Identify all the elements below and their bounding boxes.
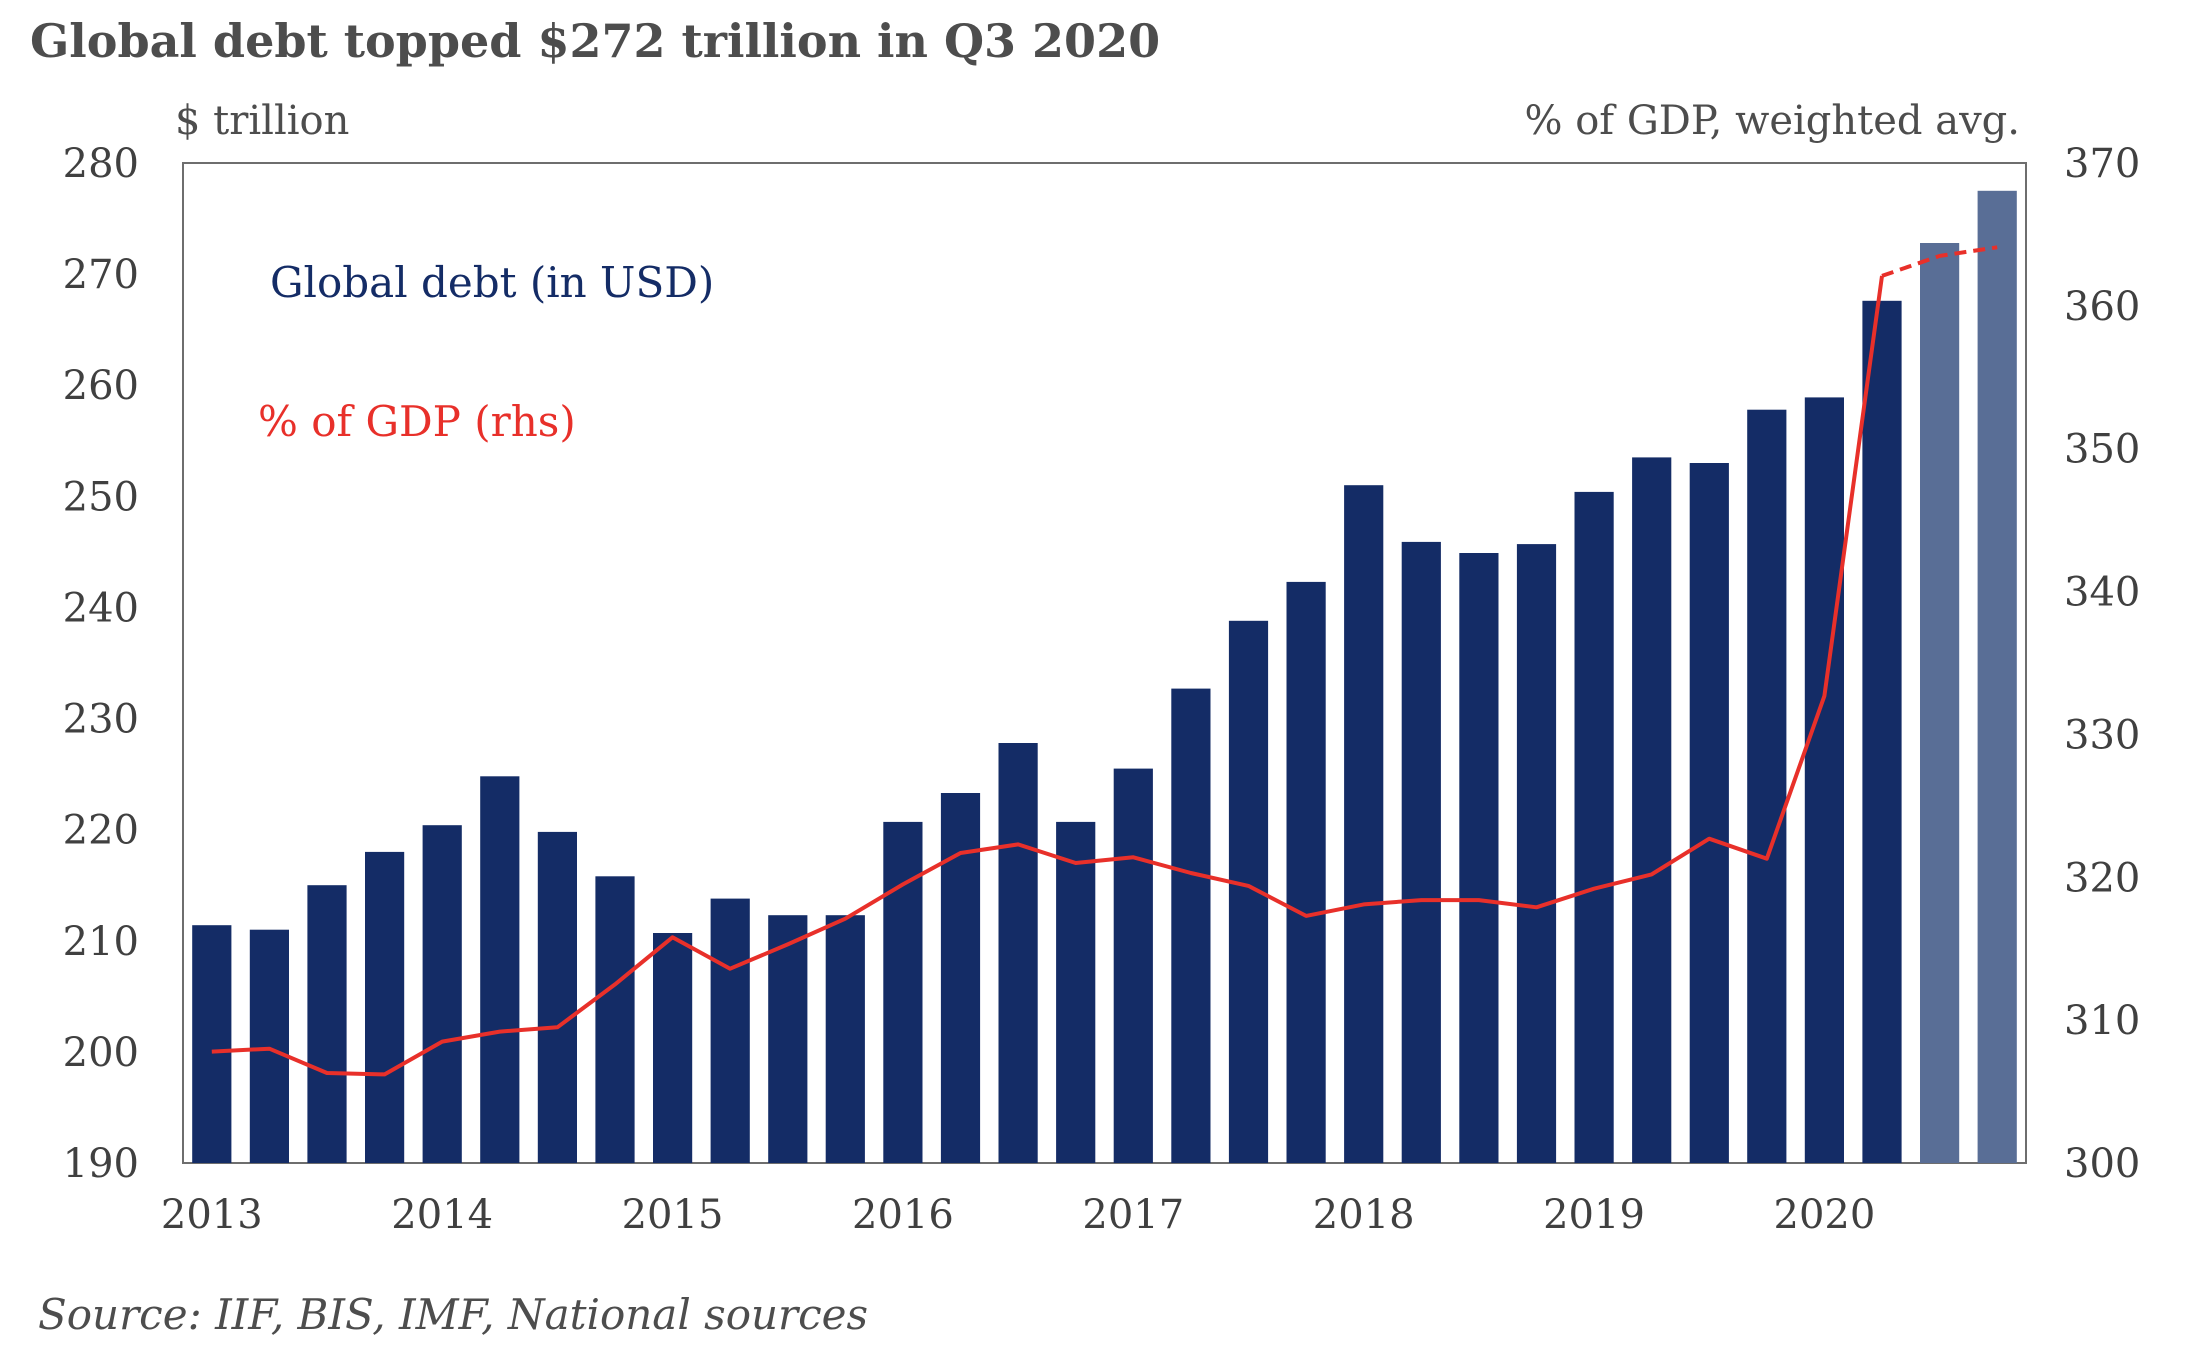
bar-2 — [307, 885, 347, 1163]
bar-13 — [940, 793, 981, 1163]
bar-15 — [1056, 821, 1096, 1163]
left-tick-label-6: 220 — [63, 808, 139, 854]
left-tick-label-8: 200 — [63, 1030, 139, 1076]
right-tick-label-3: 340 — [2064, 570, 2140, 616]
left-tick-label-2: 260 — [63, 363, 139, 409]
bar-23 — [1516, 544, 1557, 1163]
left-axis-ticks: 280 270 260 250 240 230 220 210 200 190 — [63, 141, 139, 1187]
right-tick-label-7: 300 — [2064, 1141, 2140, 1187]
chart-title: Global debt topped $272 trillion in Q3 2… — [30, 14, 1161, 68]
legend-global-debt: Global debt (in USD) — [270, 258, 714, 307]
bar-6 — [537, 831, 577, 1163]
x-tick-label-1: 2014 — [391, 1192, 493, 1238]
right-tick-label-1: 360 — [2064, 284, 2140, 330]
plot-frame — [182, 162, 2027, 1164]
x-tick-label-6: 2019 — [1543, 1192, 1645, 1238]
right-axis-unit-label: % of GDP, weighted avg. — [1524, 98, 2021, 144]
left-tick-label-1: 270 — [63, 252, 139, 298]
bar-12 — [883, 821, 923, 1163]
bar-series-global-debt — [192, 190, 2017, 1164]
right-tick-label-0: 370 — [2064, 141, 2140, 187]
x-tick-label-7: 2020 — [1774, 1192, 1876, 1238]
gdp-line-actual — [211, 275, 1884, 1077]
right-tick-label-5: 320 — [2064, 855, 2140, 901]
bar-16 — [1113, 768, 1153, 1163]
x-tick-label-3: 2016 — [852, 1192, 954, 1238]
x-tick-label-4: 2017 — [1082, 1192, 1184, 1238]
bar-19 — [1286, 581, 1326, 1163]
bar-21 — [1401, 541, 1441, 1163]
bar-8 — [653, 933, 693, 1163]
bar-24 — [1574, 491, 1614, 1163]
bar-4 — [422, 825, 462, 1163]
legend-gdp-percent: % of GDP (rhs) — [258, 397, 576, 446]
right-tick-label-6: 310 — [2064, 998, 2140, 1044]
bar-25 — [1632, 457, 1672, 1163]
left-tick-label-4: 240 — [63, 585, 139, 631]
bar-27 — [1747, 409, 1787, 1163]
left-tick-label-7: 210 — [63, 919, 139, 965]
left-axis-unit-label: $ trillion — [175, 98, 350, 144]
left-tick-label-3: 250 — [63, 474, 139, 520]
left-tick-label-9: 190 — [63, 1141, 139, 1187]
left-tick-label-0: 280 — [63, 141, 139, 187]
right-tick-label-2: 350 — [2064, 427, 2140, 473]
left-tick-label-5: 230 — [63, 697, 139, 743]
bar-0 — [192, 925, 232, 1163]
bar-9 — [710, 898, 750, 1163]
line-series-gdp-percent — [211, 245, 1998, 1077]
source-note: Source: IIF, BIS, IMF, National sources — [38, 1290, 869, 1339]
bar-1 — [249, 929, 289, 1163]
bar-11 — [825, 915, 865, 1163]
x-axis-ticks: 2013 2014 2015 2016 2017 2018 2019 2020 — [161, 1192, 1875, 1238]
bar-5 — [480, 776, 520, 1163]
bar-3 — [365, 851, 405, 1163]
bar-20 — [1344, 485, 1384, 1163]
bar-22 — [1459, 553, 1499, 1163]
bar-7 — [595, 876, 635, 1163]
bar-31 — [1977, 190, 2017, 1164]
x-tick-label-5: 2018 — [1313, 1192, 1415, 1238]
gdp-line-estimate — [1881, 245, 1998, 278]
bar-14 — [998, 743, 1038, 1163]
x-tick-label-2: 2015 — [622, 1192, 724, 1238]
bar-28 — [1804, 397, 1844, 1163]
bar-29 — [1862, 300, 1902, 1163]
x-tick-label-0: 2013 — [161, 1192, 263, 1238]
bar-30 — [1920, 243, 1960, 1163]
bar-10 — [768, 915, 808, 1163]
right-tick-label-4: 330 — [2064, 712, 2140, 758]
bar-17 — [1171, 688, 1211, 1163]
right-axis-ticks: 370 360 350 340 330 320 310 300 — [2064, 141, 2140, 1187]
bar-26 — [1689, 463, 1729, 1163]
